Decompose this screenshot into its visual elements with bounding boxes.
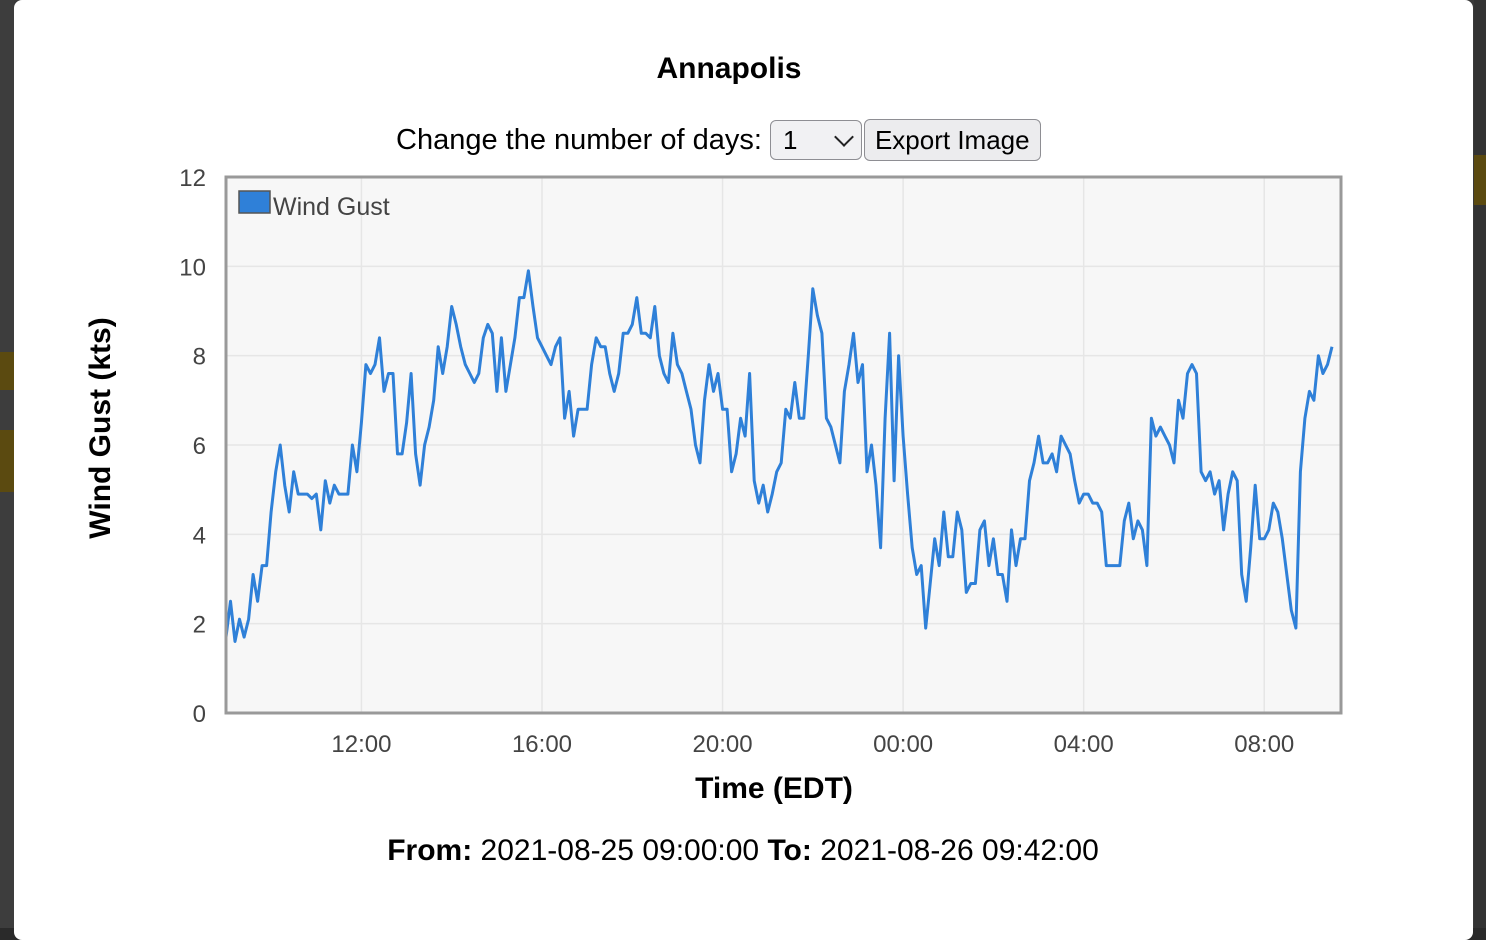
x-tick-label: 12:00	[331, 731, 391, 758]
x-axis-ticks: 12:00 16:00 20:00 00:00 04:00 08:00	[331, 731, 1294, 758]
y-axis-ticks: 0 2 4 6 8 10 12	[179, 165, 206, 728]
x-tick-label: 16:00	[512, 731, 572, 758]
y-tick-label: 12	[179, 165, 206, 192]
x-tick-label: 04:00	[1054, 731, 1114, 758]
from-value: 2021-08-25 09:00:00	[481, 834, 760, 867]
y-tick-label: 6	[193, 433, 206, 460]
x-tick-label: 00:00	[873, 731, 933, 758]
date-range: From: 2021-08-25 09:00:00 To: 2021-08-26…	[0, 834, 1486, 868]
to-value: 2021-08-26 09:42:00	[820, 834, 1099, 867]
x-axis-label: Time (EDT)	[695, 772, 853, 805]
legend-label: Wind Gust	[273, 193, 390, 221]
x-tick-label: 08:00	[1234, 731, 1294, 758]
y-tick-label: 2	[193, 612, 206, 639]
to-label: To:	[767, 834, 811, 867]
y-tick-label: 8	[193, 344, 206, 371]
y-tick-label: 10	[179, 254, 206, 281]
legend-swatch	[239, 191, 270, 213]
y-tick-label: 0	[193, 701, 206, 728]
from-label: From:	[387, 834, 472, 867]
y-axis-label: Wind Gust (kts)	[84, 317, 117, 538]
x-tick-label: 20:00	[693, 731, 753, 758]
y-tick-label: 4	[193, 522, 206, 549]
